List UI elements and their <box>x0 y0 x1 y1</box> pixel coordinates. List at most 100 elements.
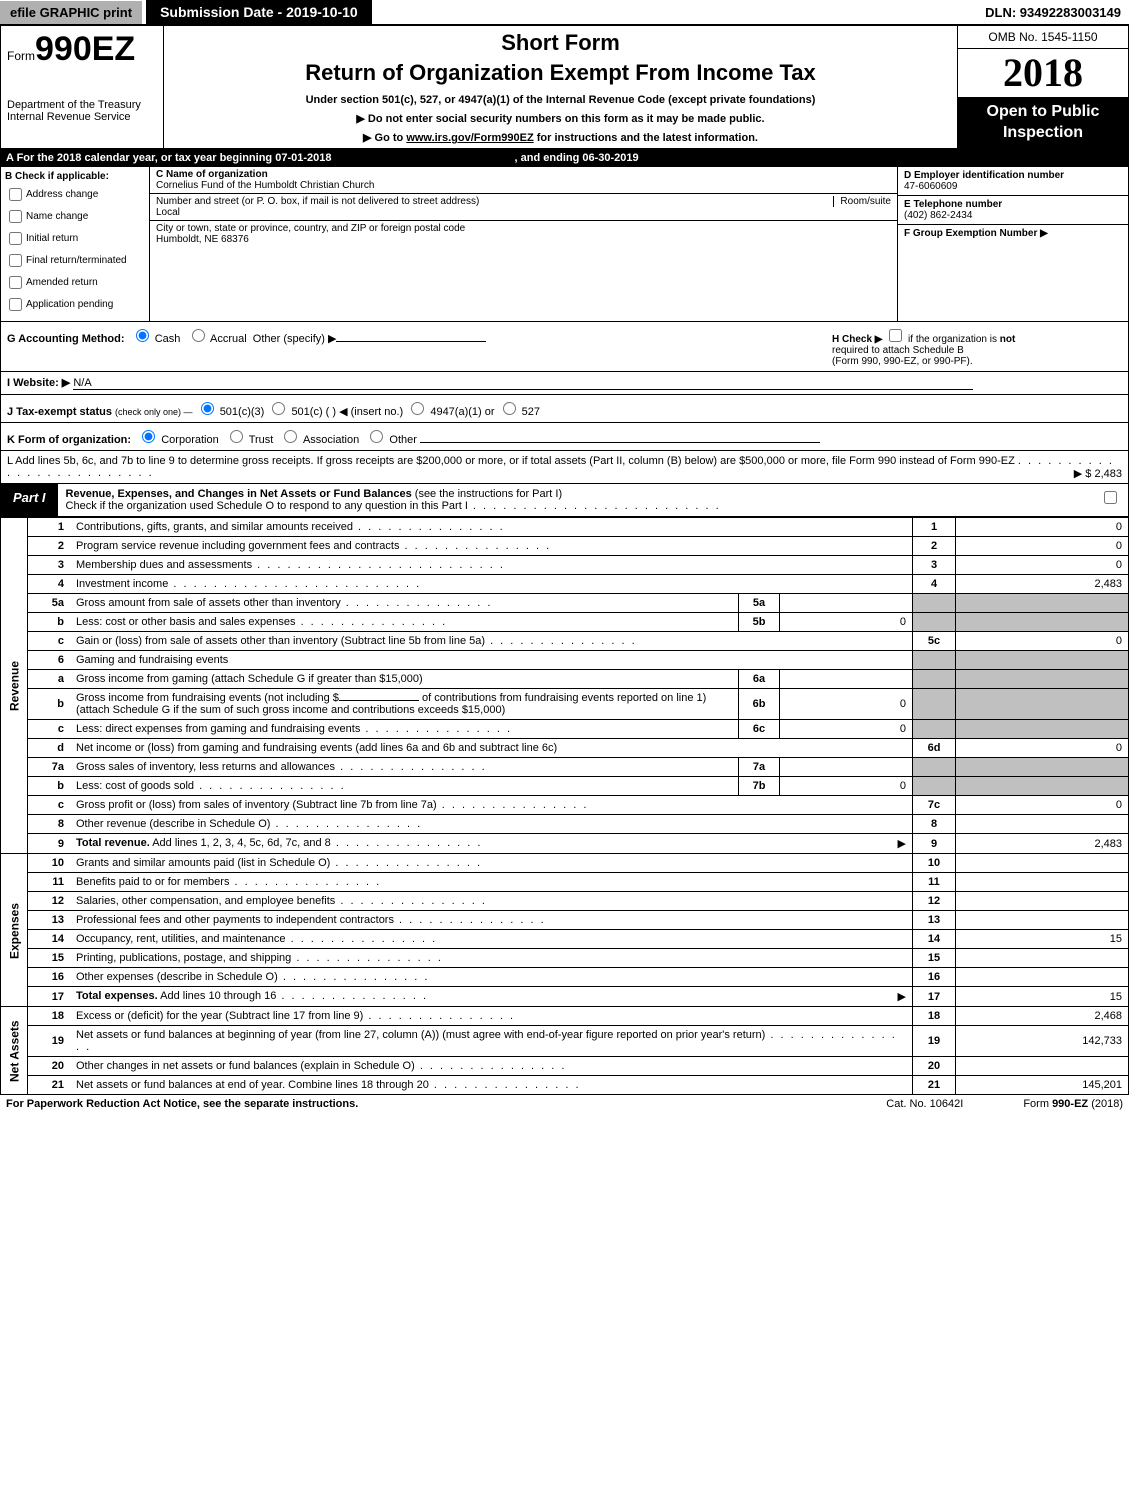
phone-label: E Telephone number <box>904 199 1002 210</box>
city-label: City or town, state or province, country… <box>156 223 465 234</box>
radio-association[interactable] <box>284 430 297 443</box>
line-20-desc: Other changes in net assets or fund bala… <box>76 1060 415 1072</box>
line-a-tax-year: A For the 2018 calendar year, or tax yea… <box>0 149 1129 167</box>
other-label: Other (specify) ▶ <box>253 333 337 345</box>
line-9-amt: 2,483 <box>956 834 1129 854</box>
row-l-gross-receipts: L Add lines 5b, 6c, and 7b to line 9 to … <box>0 451 1129 484</box>
radio-527[interactable] <box>503 402 516 415</box>
radio-4947[interactable] <box>411 402 424 415</box>
radio-cash[interactable] <box>136 329 149 342</box>
check-address-change[interactable]: Address change <box>5 185 145 204</box>
line-6a-desc: Gross income from gaming (attach Schedul… <box>76 673 423 685</box>
radio-accrual[interactable] <box>192 329 205 342</box>
phone-value: (402) 862-2434 <box>904 210 972 221</box>
radio-corporation[interactable] <box>142 430 155 443</box>
part-1-header: Part I Revenue, Expenses, and Changes in… <box>0 484 1129 517</box>
line-a-mid: , and ending <box>511 152 582 164</box>
row-g-h: G Accounting Method: Cash Accrual Other … <box>0 322 1129 372</box>
form-num-big: 990EZ <box>35 30 135 68</box>
line-19-amt: 142,733 <box>956 1026 1129 1057</box>
table-row: 2 Program service revenue including gove… <box>1 537 1129 556</box>
line-16-amt <box>956 968 1129 987</box>
radio-501c3[interactable] <box>201 402 214 415</box>
line-6c-val: 0 <box>780 720 913 739</box>
top-bar: efile GRAPHIC print Submission Date - 20… <box>0 0 1129 25</box>
check-final-return[interactable]: Final return/terminated <box>5 251 145 270</box>
table-row: 13 Professional fees and other payments … <box>1 911 1129 930</box>
table-row: b Less: cost or other basis and sales ex… <box>1 613 1129 632</box>
tax-year-end: 06-30-2019 <box>582 152 638 164</box>
k-other-input[interactable] <box>420 442 820 443</box>
line-1-num: 1 <box>28 518 71 537</box>
check-app-pending[interactable]: Application pending <box>5 295 145 314</box>
table-row: 15 Printing, publications, postage, and … <box>1 949 1129 968</box>
form-ref: Form 990-EZ (2018) <box>1023 1098 1123 1110</box>
line-12-amt <box>956 892 1129 911</box>
return-title: Return of Organization Exempt From Incom… <box>170 60 951 86</box>
line-7b-desc: Less: cost of goods sold <box>76 780 194 792</box>
line-19-desc: Net assets or fund balances at beginning… <box>76 1029 765 1041</box>
row-k-form-org: K Form of organization: Corporation Trus… <box>0 423 1129 451</box>
line-7c-amt: 0 <box>956 796 1129 815</box>
dept-treasury: Department of the Treasury <box>7 99 157 111</box>
line-3-amt: 0 <box>956 556 1129 575</box>
line-11-amt <box>956 873 1129 892</box>
part-1-title: Revenue, Expenses, and Changes in Net As… <box>58 484 729 516</box>
form-prefix: Form <box>7 49 35 63</box>
irs-link[interactable]: www.irs.gov/Form990EZ <box>406 132 533 144</box>
line-5a-val <box>780 594 913 613</box>
j-sub: (check only one) — <box>115 407 193 417</box>
line-17-rest: Add lines 10 through 16 <box>158 990 277 1002</box>
line-6b-input[interactable] <box>339 700 419 701</box>
line-5b-desc: Less: cost or other basis and sales expe… <box>76 616 296 628</box>
check-schedule-b[interactable] <box>889 329 902 342</box>
line-4-desc: Investment income <box>76 578 168 590</box>
radio-other[interactable] <box>370 430 383 443</box>
radio-trust[interactable] <box>230 430 243 443</box>
part-1-check-text: Check if the organization used Schedule … <box>66 500 468 512</box>
line-4-amt: 2,483 <box>956 575 1129 594</box>
line-5c-amt: 0 <box>956 632 1129 651</box>
l-amount: ▶ $ 2,483 <box>1074 467 1122 480</box>
line-10-amt <box>956 854 1129 873</box>
info-grid: B Check if applicable: Address change Na… <box>0 167 1129 322</box>
submission-date: Submission Date - 2019-10-10 <box>146 0 372 24</box>
line-a-pre: A For the 2018 calendar year, or tax yea… <box>6 152 275 164</box>
check-initial-return[interactable]: Initial return <box>5 229 145 248</box>
table-row: 20 Other changes in net assets or fund b… <box>1 1057 1129 1076</box>
line-15-desc: Printing, publications, postage, and shi… <box>76 952 291 964</box>
table-row: 6 Gaming and fundraising events <box>1 651 1129 670</box>
j-501c3: 501(c)(3) <box>220 406 265 418</box>
check-name-change[interactable]: Name change <box>5 207 145 226</box>
line-1-ln: 1 <box>913 518 956 537</box>
table-row: b Less: cost of goods sold 7b 0 <box>1 777 1129 796</box>
line-17-arrow: ▶ <box>898 990 906 1003</box>
addr-label: Number and street (or P. O. box, if mail… <box>156 196 479 207</box>
table-row: 14 Occupancy, rent, utilities, and maint… <box>1 930 1129 949</box>
table-row: c Less: direct expenses from gaming and … <box>1 720 1129 739</box>
efile-badge[interactable]: efile GRAPHIC print <box>0 1 142 24</box>
dln: DLN: 93492283003149 <box>985 5 1129 20</box>
h-text2: required to attach Schedule B <box>832 345 964 356</box>
box-d-e-f: D Employer identification number 47-6060… <box>897 167 1128 321</box>
page-footer: For Paperwork Reduction Act Notice, see … <box>0 1095 1129 1113</box>
line-1-desc: Contributions, gifts, grants, and simila… <box>76 521 353 533</box>
line-12-desc: Salaries, other compensation, and employ… <box>76 895 335 907</box>
radio-501c[interactable] <box>272 402 285 415</box>
org-name-label: C Name of organization <box>156 169 268 180</box>
goto-pre: ▶ Go to <box>363 132 406 144</box>
line-18-amt: 2,468 <box>956 1007 1129 1026</box>
h-text1: if the organization is <box>908 334 1000 345</box>
warning-ssn: ▶ Do not enter social security numbers o… <box>170 112 951 125</box>
line-14-amt: 15 <box>956 930 1129 949</box>
form-number: Form990EZ <box>7 30 157 69</box>
other-specify-input[interactable] <box>336 341 486 342</box>
line-17-amt: 15 <box>956 987 1129 1007</box>
room-label: Room/suite <box>833 196 891 207</box>
line-16-desc: Other expenses (describe in Schedule O) <box>76 971 278 983</box>
schedule-o-check[interactable] <box>1092 484 1128 516</box>
line-6a-val <box>780 670 913 689</box>
h-text3: (Form 990, 990-EZ, or 990-PF). <box>832 356 973 367</box>
j-527: 527 <box>522 406 540 418</box>
check-amended[interactable]: Amended return <box>5 273 145 292</box>
